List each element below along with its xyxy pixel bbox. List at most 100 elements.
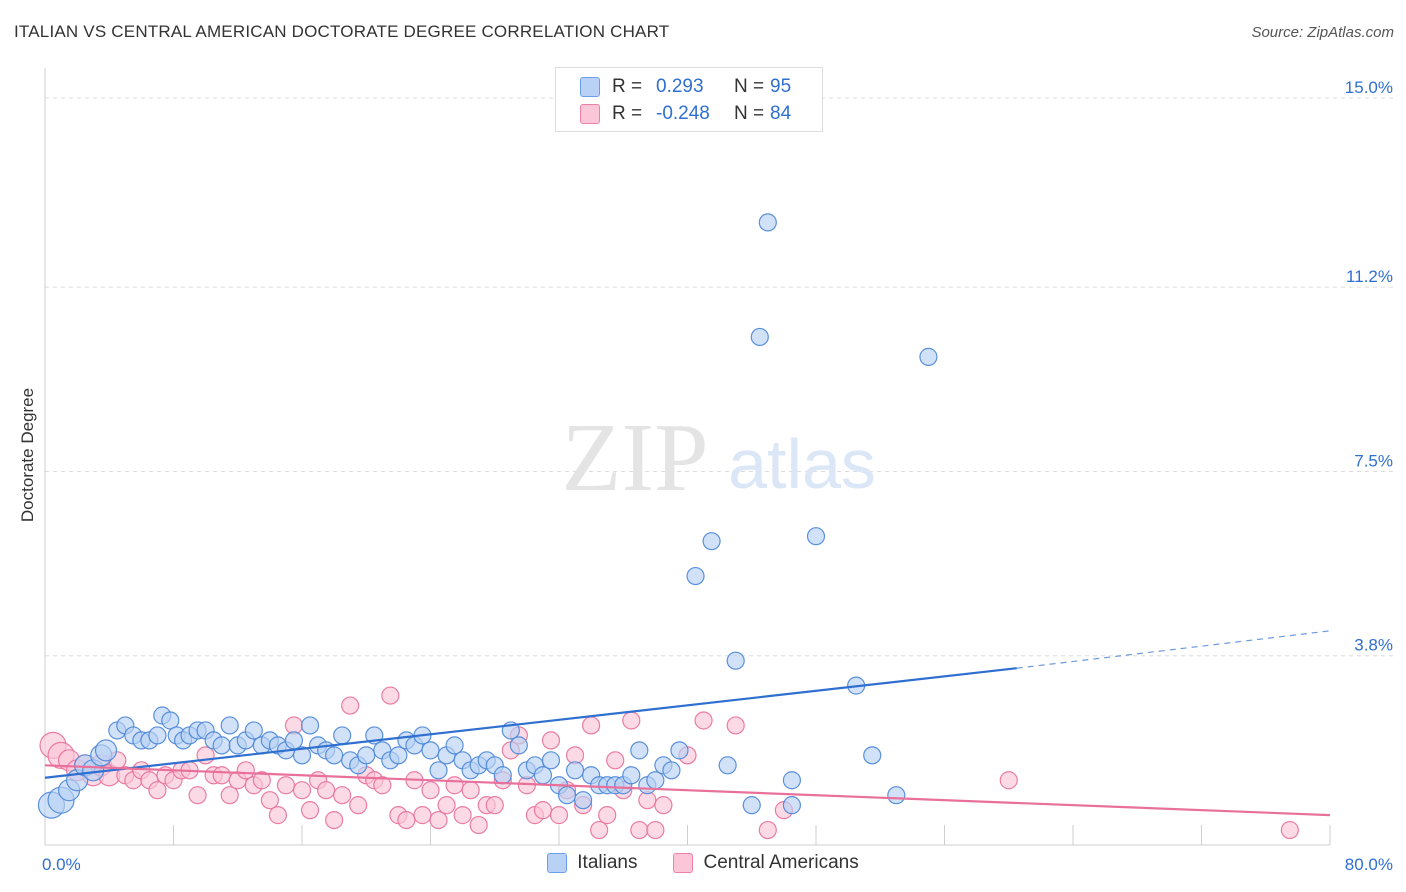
central-american-point (549, 806, 569, 825)
italian-point (357, 746, 376, 765)
central-american-point (413, 806, 432, 825)
legend-swatch-italians (580, 77, 600, 97)
italian-point (863, 746, 882, 765)
italian-point (573, 791, 593, 810)
legend-label-central-americans: Central Americans (703, 852, 859, 873)
watermark: ZIP atlas (562, 404, 876, 512)
central-american-point (1280, 820, 1299, 840)
central-american-point (429, 810, 448, 830)
central-american-point (300, 801, 320, 820)
italian-point (565, 761, 585, 780)
italian-point (806, 527, 826, 546)
central-american-point (373, 776, 392, 795)
central-american-point (654, 796, 673, 815)
central-american-point (461, 781, 480, 800)
italian-point (148, 726, 167, 745)
y-tick-label: 3.8% (1354, 636, 1393, 655)
italian-point (622, 766, 641, 785)
legend-n-label: N = (734, 76, 765, 97)
central-american-point (341, 696, 360, 715)
central-american-point (397, 810, 416, 830)
central-american-point (694, 711, 713, 730)
central-american-point (582, 716, 601, 735)
central-american-point (268, 806, 288, 825)
central-american-point (333, 786, 352, 805)
central-american-point (252, 771, 271, 790)
italian-point (557, 786, 577, 805)
legend-r-label: R = (612, 103, 643, 124)
y-tick-label: 7.5% (1354, 451, 1393, 470)
x-tick-label: 80.0% (1345, 855, 1393, 874)
correlation-legend: R = 0.293 N = 95 R = -0.248 N = 84 (555, 67, 823, 132)
italian-point (782, 796, 802, 815)
italian-point (493, 766, 512, 785)
italian-point (292, 746, 312, 765)
grid (45, 97, 1395, 657)
central-american-point (606, 751, 625, 770)
italian-point (726, 651, 745, 670)
central-american-point (148, 781, 167, 800)
italian-point (919, 347, 938, 366)
italian-point (333, 726, 352, 745)
central-american-point (485, 796, 504, 815)
italian-point (220, 716, 239, 735)
central-american-point (999, 771, 1018, 790)
central-american-point (421, 781, 440, 800)
legend-label-italians: Italians (577, 852, 638, 873)
italian-point (670, 741, 689, 760)
legend-r-value: 0.293 (656, 76, 704, 97)
italian-point (284, 731, 304, 750)
central-american-point (349, 796, 368, 815)
central-american-point (292, 781, 312, 800)
italian-point (718, 756, 737, 775)
central-american-point (541, 731, 561, 750)
italian-point (212, 736, 231, 755)
watermark-zip: ZIP (562, 404, 709, 512)
italian-point (750, 327, 769, 347)
italian-point (541, 751, 561, 770)
italian-point (887, 786, 906, 805)
italian-point (421, 741, 440, 760)
central-american-point (598, 806, 617, 825)
legend-n-value: 84 (770, 103, 792, 124)
central-american-point (188, 786, 207, 805)
central-american-point (622, 711, 641, 730)
central-american-point (437, 796, 456, 815)
legend-n-value: 95 (770, 76, 792, 97)
central-american-point (453, 806, 472, 825)
legend-swatch-central-americans (580, 104, 600, 124)
legend-r-label: R = (612, 76, 643, 97)
x-tick-label: 0.0% (42, 855, 81, 874)
y-tick-label: 15.0% (1345, 78, 1393, 97)
series-legend: Italians Central Americans (0, 852, 1406, 874)
italian-point (94, 739, 118, 762)
italian-point (533, 766, 553, 785)
italians-trend-line (44, 667, 1017, 779)
central-american-point (316, 781, 336, 800)
legend-item-italians[interactable]: Italians (547, 852, 637, 874)
italian-point (758, 213, 777, 232)
central-american-point (212, 766, 231, 785)
central-american-point (590, 820, 609, 840)
legend-item-central-americans[interactable]: Central Americans (673, 852, 859, 874)
trend-lines (44, 630, 1331, 817)
tick-labels: 3.8% 7.5% 11.2% 15.0% 0.0% 80.0% (42, 78, 1393, 874)
y-axis-label: Doctorate Degree (18, 387, 37, 523)
italian-point (244, 721, 263, 740)
legend-swatch-italians (547, 853, 568, 873)
italian-point (300, 716, 320, 735)
italian-point (509, 736, 528, 755)
italian-point (429, 761, 448, 780)
central-american-point (325, 810, 344, 830)
source-label: Source: ZipAtlas.com (1251, 24, 1394, 41)
italian-point (782, 771, 802, 790)
central-american-point (469, 815, 488, 835)
central-american-point (630, 820, 649, 840)
italian-point (389, 746, 408, 765)
central-american-point (726, 716, 745, 735)
italian-point (686, 566, 705, 586)
legend-r-value: -0.248 (656, 103, 710, 124)
legend-row-central-americans: R = -0.248 N = 84 (580, 102, 791, 126)
central-american-point (220, 786, 239, 805)
